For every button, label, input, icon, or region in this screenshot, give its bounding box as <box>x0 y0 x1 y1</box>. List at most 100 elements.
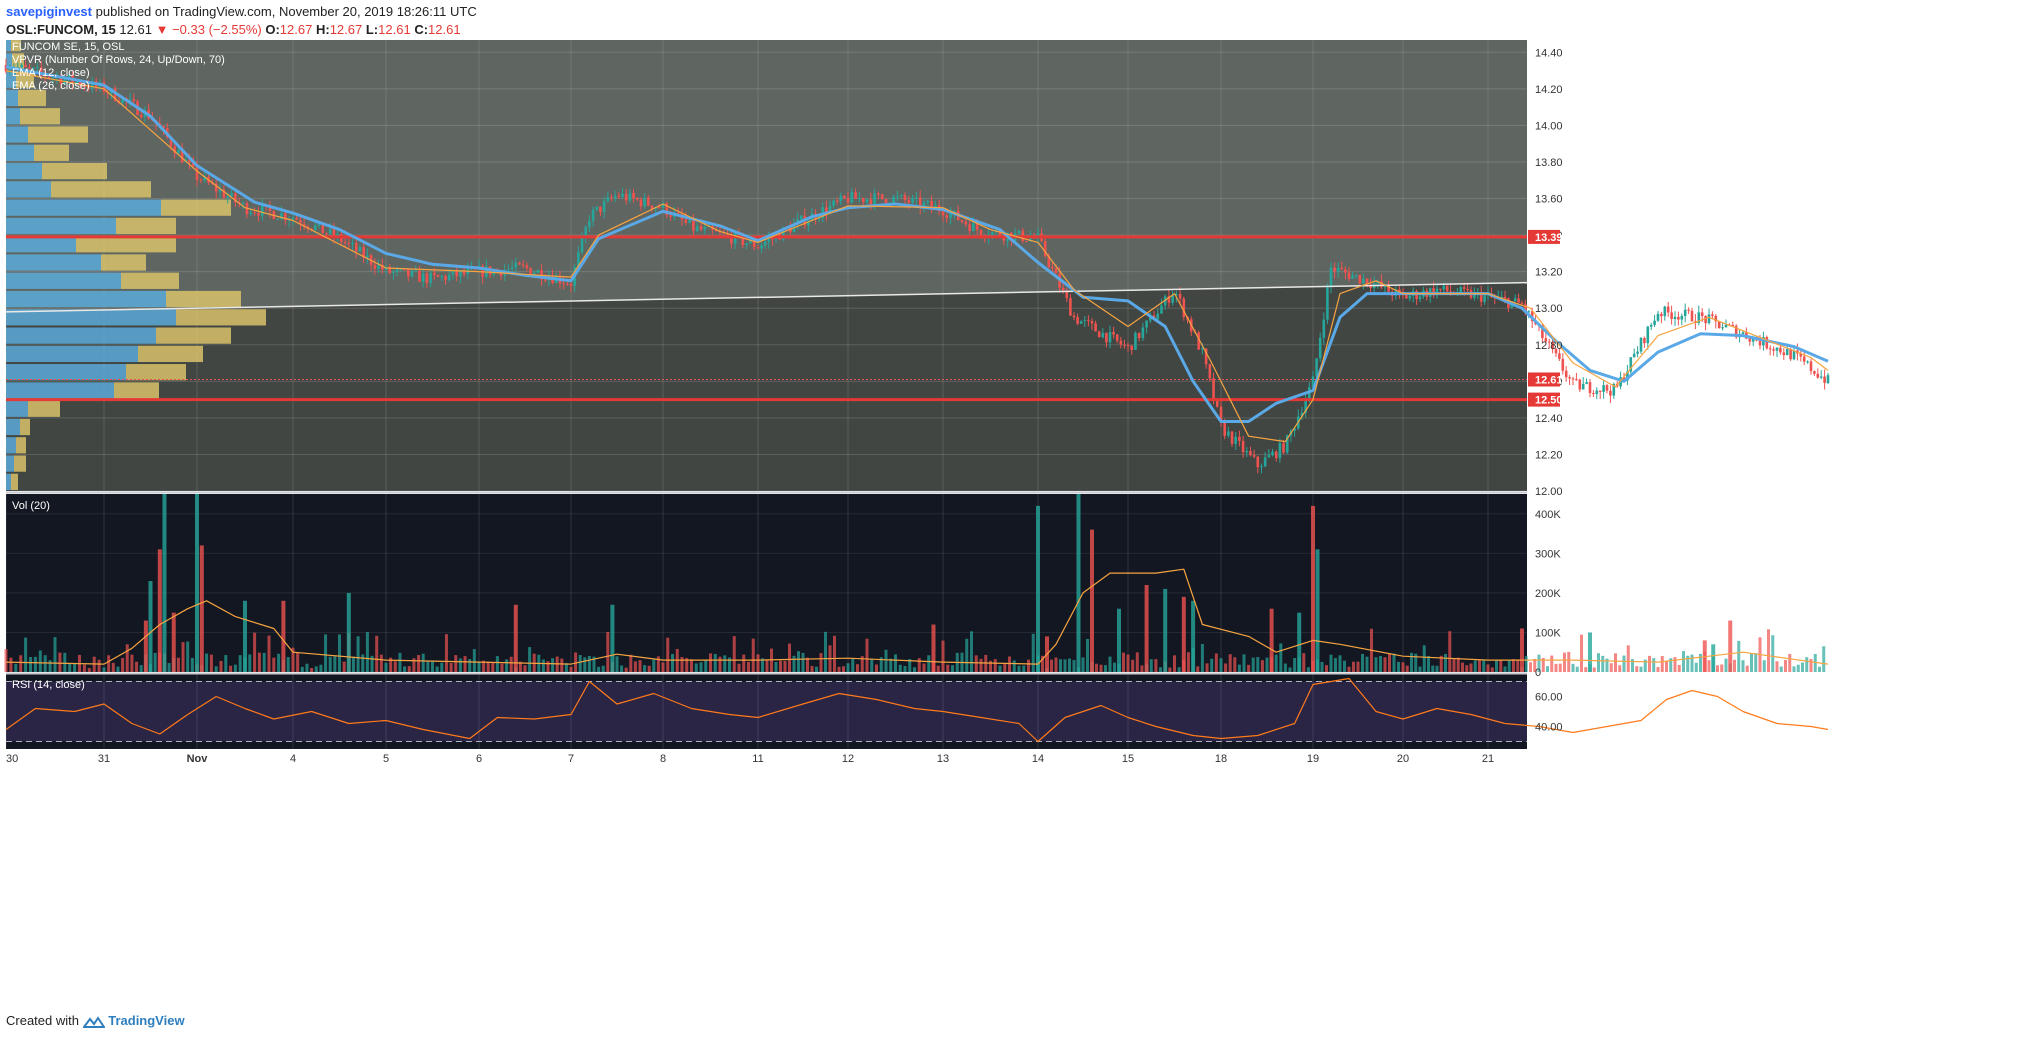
tradingview-brand-link[interactable]: TradingView <box>108 1013 185 1028</box>
volume-bar <box>33 656 37 672</box>
candle-body <box>1592 393 1595 395</box>
volume-bar <box>1050 659 1053 672</box>
volume-bar <box>761 658 764 672</box>
volume-bar <box>1486 664 1490 672</box>
vpvr-up-bar <box>6 108 20 125</box>
time-tick-label: Nov <box>187 753 209 765</box>
candle-body <box>861 197 865 203</box>
candle-body <box>1758 340 1762 346</box>
vpvr-histogram <box>6 40 266 490</box>
volume-bar <box>153 652 157 672</box>
candle-body <box>1358 274 1362 284</box>
rsi-plot <box>5 677 1829 743</box>
candle-body <box>47 76 51 78</box>
time-tick-label: 7 <box>568 753 574 765</box>
candle-body <box>1649 324 1653 327</box>
volume-bar <box>737 663 741 672</box>
volume-bar <box>1805 657 1809 672</box>
vpvr-up-bar <box>6 437 16 454</box>
candle-body <box>403 269 406 271</box>
candle-body <box>1799 353 1803 357</box>
candle-body <box>1629 357 1633 372</box>
volume-bar <box>412 658 416 672</box>
volume-bar <box>1767 629 1770 672</box>
volume-bar <box>1126 654 1130 672</box>
candle-body <box>1101 332 1105 338</box>
candle-body <box>918 197 922 208</box>
price-marker-label: 12.61 <box>1535 374 1563 386</box>
candle-body <box>781 227 785 240</box>
volume-bar <box>756 654 760 672</box>
candle-body <box>1119 340 1123 345</box>
candle-body <box>317 222 321 226</box>
candle-body <box>1318 337 1322 359</box>
time-tick-label: 4 <box>290 753 296 765</box>
volume-spike-bar <box>143 620 148 672</box>
volume-bar <box>1690 654 1694 672</box>
candle-body <box>1439 288 1442 290</box>
candle-body <box>639 199 643 207</box>
candle-body <box>1459 287 1463 294</box>
vpvr-up-bar <box>6 217 116 235</box>
volume-bar <box>14 663 18 672</box>
candle-body <box>1449 291 1452 293</box>
volume-bar <box>68 663 72 672</box>
candle-body <box>328 228 332 234</box>
candle-body <box>1241 440 1245 453</box>
candle-body <box>960 220 964 222</box>
volume-bar <box>1601 655 1605 672</box>
change-value: −0.33 (−2.55%) <box>172 22 262 37</box>
vpvr-up-bar <box>6 364 126 381</box>
vpvr-down-bar <box>176 309 266 326</box>
volume-bar <box>1347 666 1351 672</box>
candle-body <box>218 189 222 192</box>
candle-body <box>599 206 602 212</box>
author-link[interactable]: savepiginvest <box>6 4 92 19</box>
candle-body <box>1575 379 1578 381</box>
volume-bar <box>1456 657 1460 672</box>
volume-tick-label: 300K <box>1535 548 1561 560</box>
volume-bar <box>1499 659 1503 672</box>
volume-bar <box>1813 653 1817 672</box>
volume-bar <box>403 666 407 672</box>
volume-bar <box>431 661 434 672</box>
volume-bar <box>1279 643 1283 672</box>
volume-bar <box>1149 659 1153 672</box>
volume-bar <box>1677 664 1681 672</box>
candle-body <box>1711 314 1714 316</box>
volume-bar <box>879 657 883 672</box>
candle-body <box>877 193 880 195</box>
low-value: 12.61 <box>378 22 411 37</box>
volume-bar <box>528 647 532 672</box>
candle-body <box>858 197 861 199</box>
volume-bar <box>1745 665 1749 672</box>
volume-bar <box>1008 656 1011 672</box>
candle-body <box>1223 422 1226 436</box>
candle-body <box>425 273 429 283</box>
volume-bar <box>214 666 218 672</box>
candle-body <box>1741 332 1745 334</box>
chart-canvas[interactable]: 14.4014.2014.0013.8013.6013.4013.2013.00… <box>0 40 2041 1003</box>
candle-body <box>1145 320 1148 328</box>
volume-bar <box>1251 657 1255 672</box>
candle-body <box>676 212 680 214</box>
candle-body <box>873 193 876 205</box>
candle-body <box>1564 370 1568 378</box>
candle-body <box>610 197 613 199</box>
volume-bar <box>578 654 582 672</box>
candle-body <box>707 226 710 228</box>
vpvr-up-bar <box>6 236 76 253</box>
volume-bar <box>751 638 755 672</box>
volume-bar <box>491 662 495 672</box>
volume-bar <box>1575 666 1579 672</box>
volume-bar <box>1159 667 1163 672</box>
candle-body <box>195 165 199 180</box>
price-tick-label: 14.40 <box>1535 47 1563 59</box>
rsi-band-fill <box>6 681 1527 742</box>
vpvr-down-bar <box>28 126 88 143</box>
volume-bar <box>58 652 62 672</box>
volume-bar <box>974 655 978 672</box>
candle-body <box>1721 327 1724 329</box>
volume-bar <box>797 651 800 672</box>
candle-body <box>253 212 256 214</box>
